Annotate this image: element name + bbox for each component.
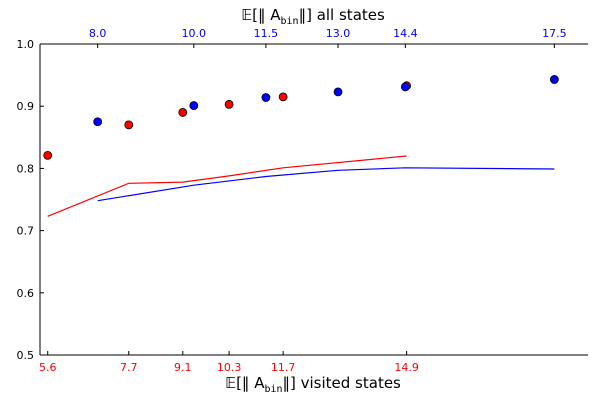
blue-series-point xyxy=(261,93,271,102)
blue-series-point xyxy=(400,82,410,92)
blue-series-point xyxy=(333,87,343,97)
blue-series-point xyxy=(549,75,559,84)
x-bottom-tick-label: 9.1 xyxy=(174,361,192,374)
blue-series-line xyxy=(97,167,555,202)
x-bottom-axis-ticks: 5.6 7.7 9.1 10.3 11.7 14.9 xyxy=(39,351,419,374)
x-top-axis-ticks: 8.0 10.0 11.5 13.0 14.4 17.5 xyxy=(89,27,567,48)
red-series-point xyxy=(278,92,288,102)
x-bottom-tick-label: 10.3 xyxy=(217,361,242,374)
x-top-tick-label: 11.5 xyxy=(254,27,279,40)
y-axis-ticks: 0.5 0.6 0.7 0.8 0.9 1.0 xyxy=(17,38,44,362)
x-top-tick-label: 13.0 xyxy=(326,27,351,40)
x-top-axis-title-subscript: bin xyxy=(281,16,299,27)
blue-series-point xyxy=(93,117,103,127)
x-bottom-axis-title-suffix: ‖] visited states xyxy=(283,374,402,392)
red-series-point xyxy=(224,99,234,109)
x-top-tick-label: 14.4 xyxy=(393,27,418,40)
series-points xyxy=(43,75,559,160)
y-tick-label: 0.8 xyxy=(17,162,35,175)
x-bottom-tick-label: 7.7 xyxy=(120,361,138,374)
y-tick-label: 0.6 xyxy=(17,287,35,300)
y-tick-label: 1.0 xyxy=(17,38,35,51)
series-lines xyxy=(47,155,555,217)
x-top-axis-title-suffix: ‖] all states xyxy=(299,6,385,24)
x-bottom-tick-label: 5.6 xyxy=(39,361,57,374)
blue-series-point xyxy=(189,101,199,110)
x-top-axis-title: 𝔼[‖ Abin‖] all states xyxy=(241,6,385,27)
y-tick-label: 0.9 xyxy=(17,100,35,113)
x-top-tick-label: 10.0 xyxy=(182,27,207,40)
y-tick-label: 0.7 xyxy=(17,225,35,238)
red-series-line xyxy=(47,155,407,217)
x-bottom-tick-label: 11.7 xyxy=(271,361,296,374)
red-series-point xyxy=(124,120,134,130)
x-top-tick-label: 17.5 xyxy=(542,27,567,40)
x-top-tick-label: 8.0 xyxy=(89,27,107,40)
x-bottom-axis-title-subscript: bin xyxy=(264,384,282,395)
x-bottom-axis-title-prefix: 𝔼[‖ A xyxy=(225,374,265,392)
x-bottom-axis-title: 𝔼[‖ Abin‖] visited states xyxy=(225,374,401,395)
red-series-point xyxy=(43,150,53,160)
y-tick-label: 0.5 xyxy=(17,349,35,362)
x-top-axis-title-prefix: 𝔼[‖ A xyxy=(241,6,281,24)
red-series-point xyxy=(178,108,188,117)
x-bottom-tick-label: 14.9 xyxy=(394,361,419,374)
